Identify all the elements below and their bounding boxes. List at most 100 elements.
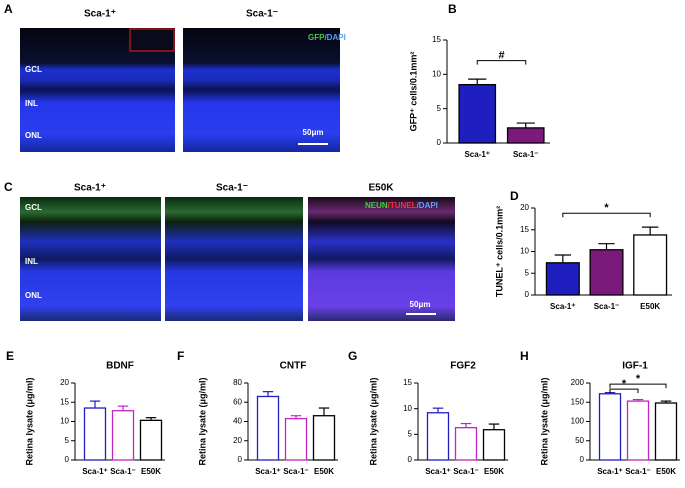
- bar: [482, 429, 506, 461]
- x-tick-label: E50K: [314, 467, 334, 476]
- bar: [654, 402, 678, 461]
- y-tick-label: 5: [65, 436, 70, 445]
- significance-label: *: [604, 202, 609, 214]
- y-tick-label: 0: [525, 290, 530, 299]
- x-tick-label: Sca-1⁺: [425, 467, 451, 476]
- bar: [426, 412, 450, 461]
- y-tick-label: 40: [233, 417, 242, 426]
- significance-label: *: [636, 373, 641, 385]
- panel-letter: G: [348, 349, 357, 363]
- layer-label: GCL: [25, 65, 42, 74]
- panel-letter: A: [4, 2, 13, 16]
- x-tick-label: E50K: [484, 467, 504, 476]
- stain: /DAPI: [324, 33, 345, 42]
- bar: [589, 249, 624, 296]
- micrograph: [165, 197, 303, 321]
- panel-title: Sca-1⁺: [84, 9, 116, 20]
- x-tick-label: Sca-1⁻: [453, 467, 479, 476]
- x-tick-label: Sca-1⁺: [464, 150, 490, 159]
- layer-label: ONL: [25, 131, 42, 140]
- y-axis-label: Retina lysate (μg/ml): [539, 377, 549, 465]
- bar: [256, 395, 280, 461]
- chart-title: FGF2: [450, 361, 476, 372]
- x-tick-label: E50K: [141, 467, 161, 476]
- micrograph: [183, 28, 340, 152]
- panel-title: Sca-1⁺: [74, 183, 106, 194]
- scale-label: 50μm: [303, 128, 324, 137]
- significance-bracket: [609, 388, 639, 394]
- y-tick-label: 10: [432, 69, 441, 78]
- x-tick-label: Sca-1⁻: [594, 302, 620, 311]
- y-tick-label: 10: [520, 247, 529, 256]
- y-tick-label: 100: [571, 417, 585, 426]
- panel-title: E50K: [368, 183, 394, 194]
- significance-bracket: [562, 212, 651, 218]
- panel-letter: F: [177, 349, 184, 363]
- y-tick-label: 15: [403, 378, 412, 387]
- stain-label: GFP/DAPI: [308, 33, 346, 42]
- significance-bracket: [609, 383, 667, 389]
- y-axis-label: Retina lysate (μg/ml): [368, 377, 378, 465]
- bar: [111, 410, 135, 461]
- stain: GFP: [308, 33, 325, 42]
- bar: [454, 427, 478, 461]
- micrograph: [308, 197, 455, 321]
- bar: [284, 417, 308, 461]
- x-tick-label: Sca-1⁺: [597, 467, 623, 476]
- y-tick-label: 150: [571, 397, 585, 406]
- micrograph: [20, 197, 161, 321]
- y-axis-label: GFP⁺ cells/0.1mm²: [408, 52, 418, 132]
- bar: [633, 234, 668, 296]
- y-axis-label: TUNEL⁺ cells/0.1mm²: [494, 206, 504, 297]
- panel-letter: C: [4, 180, 13, 194]
- chart-title: CNTF: [280, 361, 307, 372]
- y-tick-label: 60: [233, 397, 242, 406]
- chart-title: BDNF: [106, 361, 134, 372]
- y-tick-label: 200: [571, 378, 585, 387]
- y-tick-label: 80: [233, 378, 242, 387]
- y-tick-label: 10: [60, 417, 69, 426]
- y-tick-label: 0: [408, 455, 413, 464]
- stain: NEUN: [365, 201, 388, 210]
- panel-title: Sca-1⁻: [216, 183, 248, 194]
- x-tick-label: Sca-1⁻: [625, 467, 651, 476]
- y-tick-label: 5: [525, 268, 530, 277]
- bar: [312, 415, 336, 461]
- y-tick-label: 20: [520, 203, 529, 212]
- x-tick-label: Sca-1⁻: [283, 467, 309, 476]
- significance-label: #: [498, 50, 504, 62]
- bar: [626, 400, 650, 461]
- y-tick-label: 0: [437, 138, 442, 147]
- x-tick-label: E50K: [656, 467, 676, 476]
- x-tick-label: Sca-1⁻: [110, 467, 136, 476]
- bar: [83, 407, 107, 461]
- layer-label: INL: [25, 257, 38, 266]
- y-tick-label: 0: [238, 455, 243, 464]
- x-tick-label: Sca-1⁺: [82, 467, 108, 476]
- stain: /DAPI: [417, 201, 438, 210]
- y-tick-label: 15: [432, 35, 441, 44]
- x-tick-label: Sca-1⁺: [550, 302, 576, 311]
- scale-label: 50μm: [410, 300, 431, 309]
- panel-title: Sca-1⁻: [246, 9, 278, 20]
- significance-bracket: [476, 60, 527, 65]
- bar: [598, 393, 622, 461]
- bar: [545, 262, 580, 296]
- panel-letter: D: [510, 189, 519, 203]
- y-tick-label: 20: [60, 378, 69, 387]
- x-tick-label: Sca-1⁺: [255, 467, 281, 476]
- chart-title: IGF-1: [622, 361, 648, 372]
- significance-label: *: [622, 378, 627, 390]
- y-tick-label: 0: [65, 455, 70, 464]
- stain: /TUNEL: [388, 201, 417, 210]
- y-tick-label: 10: [403, 404, 412, 413]
- y-axis-label: Retina lysate (μg/ml): [24, 377, 34, 465]
- y-tick-label: 15: [60, 397, 69, 406]
- panel-letter: B: [448, 2, 457, 16]
- panel-letter: H: [520, 349, 529, 363]
- layer-label: INL: [25, 99, 38, 108]
- y-tick-label: 20: [233, 436, 242, 445]
- layer-label: ONL: [25, 291, 42, 300]
- x-tick-label: E50K: [640, 302, 660, 311]
